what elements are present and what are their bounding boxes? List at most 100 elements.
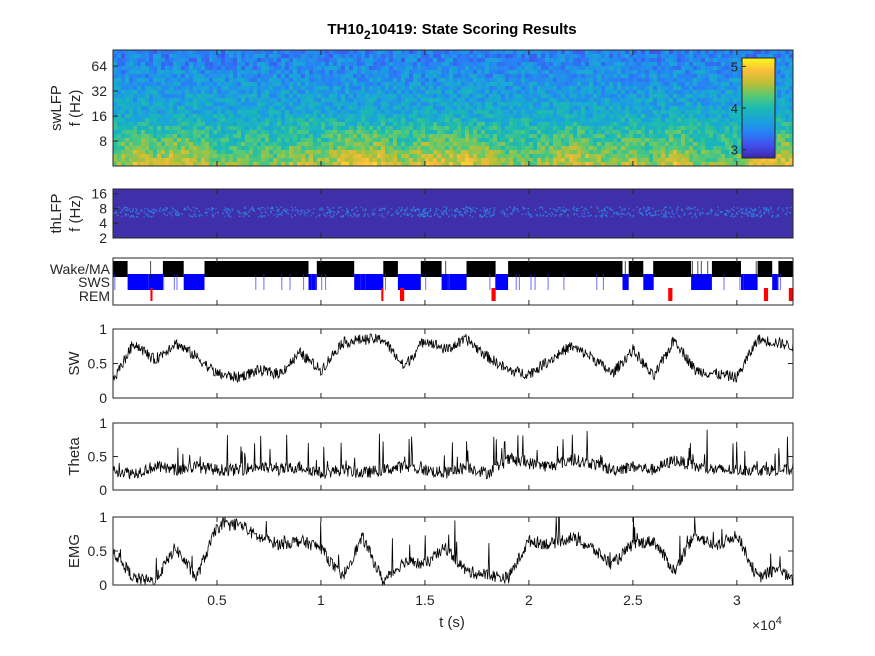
wake-bout [711,261,741,277]
wake-bout [383,261,398,277]
state-transition-mark [303,274,305,290]
sw-trace-panel: 1 0.5 0 SW [66,321,794,406]
state-transition-mark [640,261,642,277]
state-transition-mark [447,274,449,290]
wake-bout [162,261,184,277]
state-transition-mark [176,274,178,290]
y-tick-label: 8 [99,133,107,149]
state-transition-mark [252,261,254,277]
state-transition-mark [713,261,715,277]
state-transition-mark [534,274,536,290]
state-transition-mark [347,261,349,277]
wake-bout [316,261,355,277]
state-transition-mark [697,261,699,277]
wake-bout [778,261,793,277]
state-transition-mark [150,261,152,277]
state-transition-mark [779,274,781,290]
y-tick-label: 1 [99,321,107,337]
wake-bout [628,261,644,277]
state-transition-mark [739,261,741,277]
y-axis-label: swLFP [48,85,65,131]
state-transition-mark [547,274,549,290]
wake-bout [653,261,692,277]
state-transition-mark [114,274,116,290]
y-tick-label: 16 [91,108,107,124]
rem-bout [668,288,673,301]
state-transition-mark [596,274,598,290]
x-tick-label: 2 [525,592,533,608]
state-transition-mark [673,261,675,277]
state-transition-mark [739,274,741,290]
state-transition-mark [624,261,626,277]
sws-bout [308,274,317,290]
sws-bout [622,274,629,290]
state-transition-mark [515,274,517,290]
axes-frame [112,188,794,239]
state-transition-mark [563,274,565,290]
state-transition-mark [558,261,560,277]
axes-frame [112,49,794,167]
state-transition-mark [530,274,532,290]
state-transition-mark [657,261,658,277]
state-transition-mark [534,261,536,277]
state-transition-mark [425,274,427,290]
theta-series-line [112,429,794,480]
y-tick-label: 0 [99,577,107,593]
wake-bout [204,261,309,277]
rem-bout [788,288,793,301]
y-tick-label: 0.5 [88,449,108,465]
state-transition-mark [567,261,569,277]
y-tick-label: 0.5 [88,356,108,372]
state-transition-mark [716,261,718,277]
x-tick-label: 2.5 [623,592,643,608]
y-axis-label: f (Hz) [67,195,84,232]
theta-trace-panel: 1 0.5 0 Theta [66,415,794,498]
y-axis-label: f (Hz) [67,90,84,127]
y-tick-label: 32 [91,83,107,99]
state-transition-mark [148,274,150,290]
sws-bout [354,274,384,290]
state-transition-mark [364,274,366,290]
state-transition-mark [518,274,520,290]
state-transition-mark [289,274,291,290]
rem-bout [491,288,496,301]
state-transition-mark [782,261,784,277]
sws-bout [772,274,779,290]
state-label: SWS [78,274,110,290]
state-transition-mark [324,261,326,277]
y-tick-label: 0.5 [88,543,108,559]
x-tick-label: 0.5 [207,592,227,608]
state-transition-mark [348,261,350,277]
state-transition-mark [449,274,450,290]
x-axis-label: t (s) [439,614,465,631]
y-tick-label: 2 [99,230,107,246]
state-transition-mark [738,261,739,277]
state-transition-mark [255,261,257,277]
state-transition-mark [777,274,779,290]
state-transition-mark [314,274,316,290]
state-transition-mark [742,274,744,290]
state-transition-mark [489,274,491,290]
y-axis-label: thLFP [48,193,65,233]
wake-bout [113,261,128,277]
x-tick-label: 1 [317,592,325,608]
colorbar-tick-label: 4 [731,101,738,116]
y-axis-label: EMG [66,534,83,568]
emg-trace-panel: 1 0.5 0 EMG [66,509,794,593]
spectrogram-image [113,189,793,238]
state-transition-mark [360,274,362,290]
state-transition-mark [532,261,534,277]
y-tick-label: 1 [99,415,107,431]
x-axis-exponent: ×104 [752,615,782,633]
state-transition-mark [163,274,165,290]
state-transition-mark [255,274,257,290]
state-transition-mark [563,261,565,277]
rem-bout [400,288,405,301]
sws-bout [643,274,654,290]
colorbar: 5 4 3 [731,57,776,159]
state-transition-mark [723,274,725,290]
state-transition-mark [294,261,296,277]
state-transition-mark [173,274,175,290]
